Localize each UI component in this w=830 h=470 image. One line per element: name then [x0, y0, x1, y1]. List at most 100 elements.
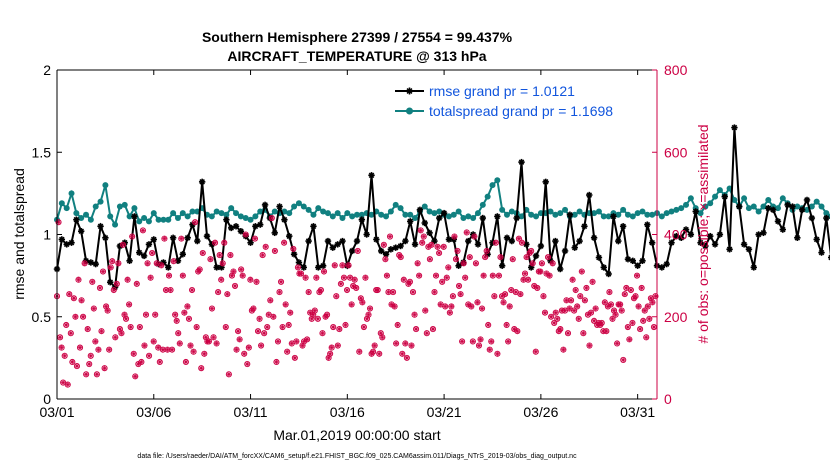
obs-assimilated-point — [111, 287, 116, 293]
obs-assimilated-point — [289, 341, 294, 346]
obs-assimilated-point — [286, 322, 291, 328]
totalspread-point — [533, 213, 540, 220]
obs-assimilated-point — [438, 302, 443, 307]
obs-possible-point — [95, 346, 102, 353]
obs-assimilated-point — [110, 259, 115, 264]
obs-possible-point — [340, 274, 348, 281]
rmse-point — [126, 257, 133, 265]
obs-assimilated-point — [179, 236, 184, 241]
obs-assimilated-point — [271, 314, 276, 319]
obs-possible-point — [193, 323, 200, 331]
rmse-point — [92, 260, 99, 268]
totalspread-point — [552, 211, 559, 218]
rmse-point — [329, 244, 337, 251]
totalspread-point — [349, 213, 356, 220]
obs-assimilated-point — [185, 304, 190, 309]
obs-assimilated-point — [509, 287, 514, 293]
obs-assimilated-point — [97, 285, 103, 291]
obs-possible-point — [181, 309, 188, 316]
obs-possible-point — [376, 350, 383, 357]
obs-assimilated-point — [450, 293, 456, 299]
obs-possible-point — [442, 303, 449, 310]
totalspread-point — [576, 208, 583, 215]
totalspread-point — [218, 210, 225, 217]
obs-possible-point — [104, 307, 111, 314]
obs-assimilated-point — [493, 240, 499, 245]
totalspread-point — [504, 211, 510, 218]
obs-assimilated-point — [85, 326, 90, 332]
totalspread-point — [634, 210, 641, 217]
obs-possible-point — [574, 303, 581, 310]
obs-assimilated-point — [446, 265, 451, 270]
obs-assimilated-point — [238, 267, 244, 272]
obs-assimilated-point — [501, 300, 506, 305]
obs-assimilated-point — [255, 328, 261, 334]
obs-assimilated-point — [462, 275, 468, 280]
obs-possible-point — [287, 309, 294, 316]
totalspread-point — [63, 205, 70, 212]
obs-possible-point — [319, 330, 326, 337]
obs-assimilated-point — [318, 287, 324, 293]
obs-possible-point — [426, 256, 433, 263]
totalspread-point — [673, 206, 680, 213]
obs-assimilated-point — [143, 312, 149, 317]
obs-possible-point — [170, 258, 177, 265]
obs-assimilated-point — [482, 254, 488, 260]
obs-possible-point — [518, 239, 526, 246]
obs-assimilated-point — [599, 320, 604, 326]
obs-assimilated-point — [177, 341, 182, 346]
obs-assimilated-point — [67, 291, 72, 297]
obs-possible-point — [110, 286, 117, 294]
obs-assimilated-point — [490, 273, 496, 278]
obs-assimilated-point — [235, 328, 241, 334]
rmse-point — [557, 265, 564, 273]
obs-assimilated-point — [60, 380, 66, 385]
obs-assimilated-point — [524, 254, 529, 260]
obs-assimilated-point — [481, 273, 486, 278]
obs-assimilated-point — [102, 365, 107, 371]
obs-assimilated-point — [90, 279, 95, 284]
obs-assimilated-point — [404, 355, 410, 361]
obs-assimilated-point — [610, 316, 615, 322]
obs-possible-point — [479, 305, 486, 312]
obs-possible-point — [297, 270, 305, 277]
obs-assimilated-point — [383, 256, 388, 262]
obs-assimilated-point — [538, 269, 543, 274]
obs-assimilated-point — [334, 293, 339, 299]
totalspread-point — [624, 211, 631, 218]
obs-assimilated-point — [633, 293, 638, 299]
obs-possible-point — [118, 330, 125, 337]
obs-possible-point — [64, 381, 71, 388]
rmse-point — [581, 223, 588, 230]
obs-possible-point — [523, 254, 530, 261]
obs-assimilated-point — [338, 281, 344, 287]
obs-possible-point — [370, 348, 377, 355]
obs-possible-point — [293, 338, 300, 345]
obs-assimilated-point — [510, 256, 515, 262]
rmse-point — [286, 232, 293, 240]
obs-possible-point — [199, 249, 206, 257]
obs-assimilated-point — [384, 273, 390, 278]
obs-possible-point — [80, 313, 87, 320]
obs-possible-point — [136, 323, 143, 331]
rmse-point — [639, 257, 646, 265]
totalspread-point — [368, 211, 375, 218]
obs-assimilated-point — [120, 242, 126, 247]
totalspread-point — [107, 213, 114, 220]
obs-possible-point — [339, 262, 346, 269]
totalspread-point — [499, 206, 506, 213]
obs-possible-point — [109, 258, 116, 265]
obs-possible-point — [304, 336, 311, 343]
obs-possible-point — [333, 293, 340, 300]
obs-possible-point — [455, 282, 463, 289]
obs-assimilated-point — [108, 265, 113, 270]
obs-assimilated-point — [203, 335, 209, 340]
obs-assimilated-point — [220, 261, 225, 266]
obs-assimilated-point — [486, 322, 491, 328]
obs-possible-point — [425, 243, 432, 250]
obs-possible-point — [609, 315, 616, 322]
obs-assimilated-point — [645, 304, 650, 309]
obs-assimilated-point — [261, 331, 267, 336]
obs-assimilated-point — [91, 306, 97, 311]
obs-assimilated-point — [651, 324, 657, 330]
